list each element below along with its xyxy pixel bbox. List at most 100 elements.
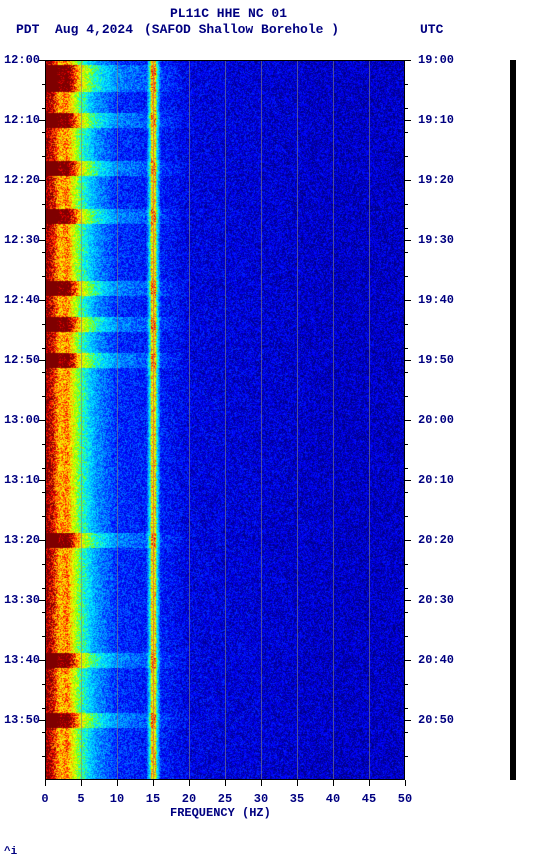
y-right-tick-label: 20:20 <box>418 533 454 547</box>
y-left-minor-tick <box>42 492 45 493</box>
y-left-minor-tick <box>42 276 45 277</box>
y-right-minor-tick <box>405 276 408 277</box>
y-left-minor-tick <box>42 444 45 445</box>
y-left-minor-tick <box>42 108 45 109</box>
y-right-minor-tick <box>405 444 408 445</box>
x-tick-label: 20 <box>177 792 201 806</box>
x-tick <box>261 780 262 786</box>
y-left-tick-label: 12:50 <box>0 353 40 367</box>
x-tick <box>45 780 46 786</box>
y-right-minor-tick <box>405 732 408 733</box>
y-right-tick <box>405 120 411 121</box>
y-left-tick-label: 12:40 <box>0 293 40 307</box>
y-right-tick <box>405 420 411 421</box>
y-left-minor-tick <box>42 252 45 253</box>
grid-line <box>81 60 82 780</box>
y-right-minor-tick <box>405 756 408 757</box>
y-left-minor-tick <box>42 684 45 685</box>
tz-right-label: UTC <box>420 22 443 37</box>
y-left-tick <box>39 120 45 121</box>
y-left-tick <box>39 660 45 661</box>
y-right-tick <box>405 720 411 721</box>
y-left-tick-label: 13:10 <box>0 473 40 487</box>
y-left-minor-tick <box>42 156 45 157</box>
y-right-tick-label: 20:40 <box>418 653 454 667</box>
x-axis-title: FREQUENCY (HZ) <box>170 806 271 820</box>
side-colorbar <box>510 60 516 780</box>
y-left-tick-label: 13:50 <box>0 713 40 727</box>
plot-area <box>45 60 405 780</box>
y-left-minor-tick <box>42 468 45 469</box>
x-tick <box>333 780 334 786</box>
y-left-minor-tick <box>42 612 45 613</box>
x-tick <box>225 780 226 786</box>
y-left-minor-tick <box>42 756 45 757</box>
y-right-tick <box>405 300 411 301</box>
title-station: (SAFOD Shallow Borehole ) <box>144 22 339 37</box>
grid-line <box>189 60 190 780</box>
y-right-minor-tick <box>405 156 408 157</box>
y-right-minor-tick <box>405 252 408 253</box>
tz-left-label: PDT <box>16 22 39 37</box>
y-left-tick <box>39 720 45 721</box>
y-left-tick <box>39 600 45 601</box>
grid-line <box>117 60 118 780</box>
grid-line <box>369 60 370 780</box>
y-left-tick <box>39 420 45 421</box>
y-right-tick <box>405 60 411 61</box>
y-left-minor-tick <box>42 324 45 325</box>
y-right-minor-tick <box>405 348 408 349</box>
grid-line <box>333 60 334 780</box>
y-left-tick <box>39 240 45 241</box>
y-right-minor-tick <box>405 228 408 229</box>
y-left-tick-label: 13:40 <box>0 653 40 667</box>
y-right-tick <box>405 660 411 661</box>
y-left-minor-tick <box>42 396 45 397</box>
x-tick <box>153 780 154 786</box>
x-tick <box>369 780 370 786</box>
footnote: ^i <box>4 846 17 858</box>
grid-line <box>261 60 262 780</box>
y-right-minor-tick <box>405 132 408 133</box>
y-right-minor-tick <box>405 708 408 709</box>
y-right-minor-tick <box>405 492 408 493</box>
y-left-tick <box>39 480 45 481</box>
x-tick-label: 45 <box>357 792 381 806</box>
date-label: Aug 4,2024 <box>55 22 133 37</box>
y-right-minor-tick <box>405 564 408 565</box>
y-right-minor-tick <box>405 204 408 205</box>
y-left-minor-tick <box>42 564 45 565</box>
x-tick-label: 10 <box>105 792 129 806</box>
y-right-minor-tick <box>405 684 408 685</box>
x-tick <box>117 780 118 786</box>
y-left-minor-tick <box>42 204 45 205</box>
x-tick-label: 5 <box>69 792 93 806</box>
y-right-minor-tick <box>405 612 408 613</box>
y-right-tick-label: 19:40 <box>418 293 454 307</box>
y-right-tick <box>405 540 411 541</box>
y-left-tick-label: 12:30 <box>0 233 40 247</box>
y-right-tick-label: 20:00 <box>418 413 454 427</box>
x-tick-label: 0 <box>33 792 57 806</box>
y-right-tick-label: 19:10 <box>418 113 454 127</box>
grid-line <box>153 60 154 780</box>
y-right-tick <box>405 240 411 241</box>
y-left-minor-tick <box>42 708 45 709</box>
x-tick-label: 25 <box>213 792 237 806</box>
y-left-minor-tick <box>42 132 45 133</box>
y-left-minor-tick <box>42 348 45 349</box>
x-tick <box>297 780 298 786</box>
x-tick-label: 30 <box>249 792 273 806</box>
y-left-minor-tick <box>42 636 45 637</box>
y-left-tick <box>39 180 45 181</box>
x-tick-label: 15 <box>141 792 165 806</box>
y-right-minor-tick <box>405 396 408 397</box>
y-right-tick <box>405 360 411 361</box>
x-tick-label: 40 <box>321 792 345 806</box>
y-left-tick-label: 12:20 <box>0 173 40 187</box>
y-right-minor-tick <box>405 108 408 109</box>
x-tick-label: 50 <box>393 792 417 806</box>
y-left-minor-tick <box>42 372 45 373</box>
y-left-tick <box>39 300 45 301</box>
y-left-minor-tick <box>42 516 45 517</box>
